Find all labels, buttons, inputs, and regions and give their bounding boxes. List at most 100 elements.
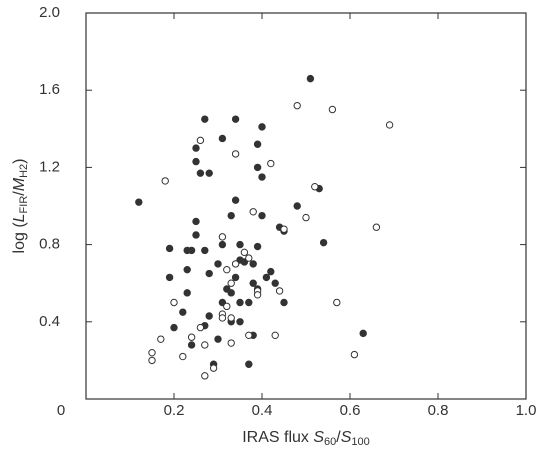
filled-point	[201, 115, 209, 123]
filled-point	[214, 260, 222, 268]
open-point	[333, 298, 341, 307]
label-part: L	[11, 213, 28, 222]
filled-point	[231, 115, 240, 123]
filled-point	[249, 279, 257, 287]
y-tick-label: 0.8	[39, 236, 60, 253]
filled-point	[236, 240, 244, 249]
open-point	[385, 121, 394, 129]
open-point	[245, 254, 253, 262]
open-point	[187, 333, 196, 341]
open-point	[245, 331, 253, 340]
filled-point	[306, 74, 315, 83]
open-point	[223, 302, 231, 311]
label-part: log (	[11, 222, 28, 254]
open-point	[148, 356, 156, 365]
x-tick-label: 1.0	[516, 402, 537, 419]
filled-point	[258, 211, 266, 220]
filled-point	[165, 244, 174, 253]
filled-point	[262, 273, 271, 282]
label-part: S	[341, 429, 352, 446]
open-point	[302, 213, 310, 222]
open-point	[227, 279, 235, 287]
open-point	[280, 225, 288, 233]
x-tick-label: 0.6	[340, 402, 361, 419]
open-point	[249, 208, 257, 216]
filled-point	[245, 298, 253, 307]
filled-point	[201, 246, 209, 255]
y-tick-label: 1.6	[39, 81, 60, 98]
y-tick-label: 1.2	[39, 158, 60, 175]
filled-point	[218, 134, 227, 143]
x-tick-label: 0.8	[428, 402, 449, 419]
filled-point	[280, 298, 288, 307]
open-point	[231, 260, 240, 268]
open-point	[293, 101, 301, 110]
open-point	[196, 323, 205, 332]
origin-label: 0	[57, 402, 65, 419]
filled-point	[205, 269, 213, 278]
label-part: /	[11, 191, 28, 196]
open-point	[223, 265, 231, 274]
open-point	[148, 348, 156, 357]
filled-point	[165, 273, 174, 282]
filled-point	[183, 265, 191, 274]
filled-point	[218, 240, 227, 249]
filled-point	[293, 202, 301, 210]
open-point	[170, 298, 178, 307]
open-point	[372, 223, 381, 231]
open-point	[271, 331, 279, 340]
subscript: H2	[18, 164, 30, 178]
filled-point	[170, 323, 178, 332]
y-tick-label: 0.4	[39, 313, 60, 330]
filled-point	[214, 335, 222, 343]
filled-point	[227, 289, 235, 297]
open-point	[231, 150, 240, 158]
filled-point	[359, 329, 367, 338]
open-point	[267, 159, 275, 168]
filled-point	[249, 260, 257, 268]
open-point	[253, 291, 262, 299]
x-tick-label: 0.4	[252, 402, 273, 419]
filled-point	[253, 242, 262, 251]
open-point	[328, 105, 337, 114]
filled-point	[267, 267, 275, 276]
open-point	[179, 352, 187, 361]
open-point	[227, 339, 235, 347]
filled-point	[258, 123, 266, 131]
filled-point	[205, 312, 213, 320]
filled-point	[245, 360, 253, 368]
label-part: S	[313, 429, 324, 446]
open-point	[240, 248, 249, 257]
filled-point	[319, 238, 328, 247]
filled-point	[179, 308, 187, 316]
filled-point	[253, 163, 262, 172]
open-point	[201, 341, 209, 349]
open-point	[161, 177, 169, 185]
plot-frame	[85, 12, 527, 400]
filled-point	[187, 246, 196, 255]
open-point	[201, 372, 209, 380]
filled-point	[231, 273, 240, 282]
filled-point	[271, 279, 279, 287]
filled-point	[192, 157, 200, 166]
x-tick-label: 0.2	[164, 402, 185, 419]
label-part: M	[11, 177, 28, 191]
open-point	[275, 287, 284, 295]
label-part: )	[11, 159, 28, 164]
label-part: /	[336, 429, 341, 446]
subscript: 100	[351, 436, 369, 448]
y-axis-label: log (LFIR/MH2)	[11, 159, 30, 254]
open-point	[196, 136, 205, 145]
open-point	[227, 314, 235, 322]
x-axis-label: IRAS flux S60/S100	[242, 429, 370, 448]
open-point	[218, 233, 227, 241]
open-point	[209, 364, 218, 372]
filled-point	[196, 169, 205, 177]
filled-point	[192, 144, 200, 152]
filled-point	[135, 198, 143, 206]
filled-point	[231, 196, 240, 204]
filled-point	[258, 173, 266, 181]
filled-point	[192, 217, 200, 226]
open-point	[157, 335, 165, 343]
